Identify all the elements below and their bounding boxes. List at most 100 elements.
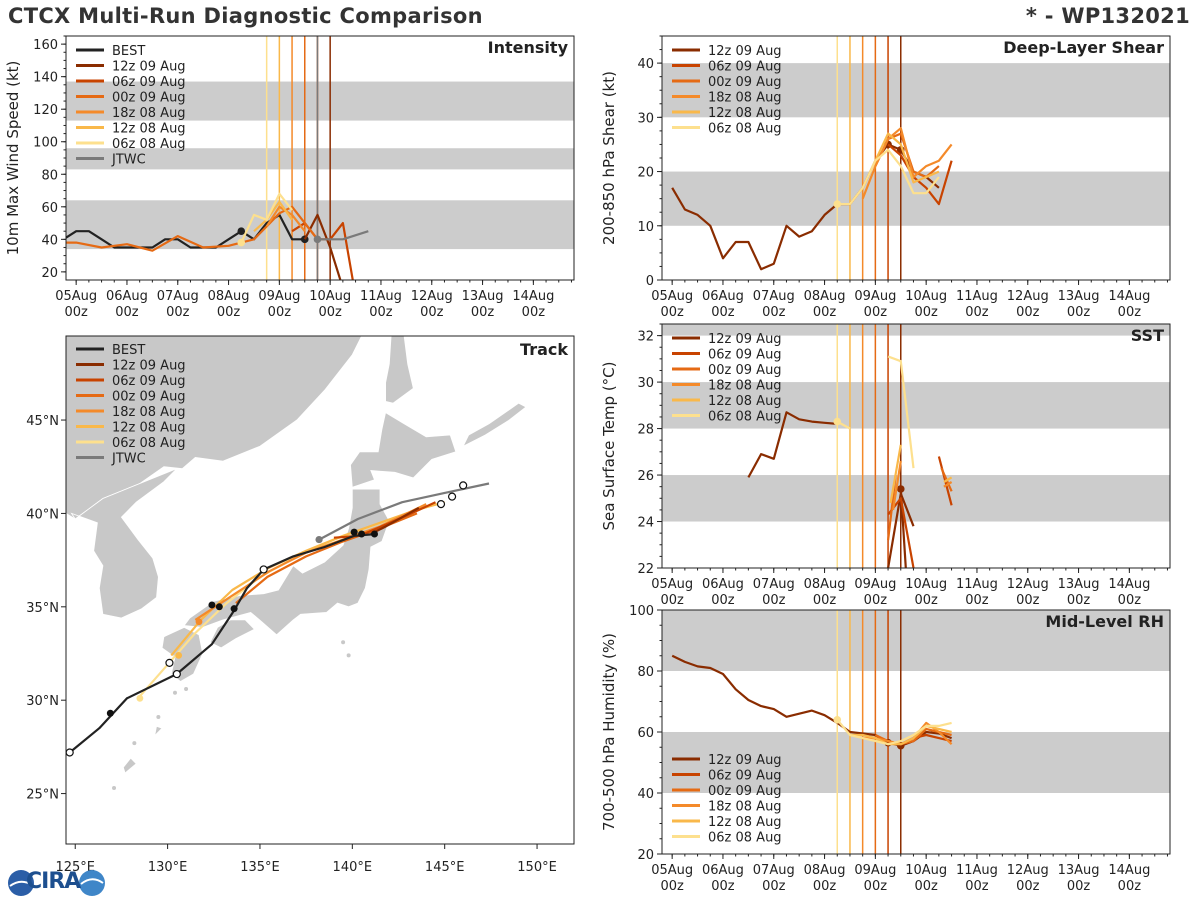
y-tick-label: 100: [33, 136, 58, 151]
series-group: [671, 654, 953, 750]
y-tick-label: 40: [41, 233, 58, 248]
panel-intensity: 2040608010012014016005Aug00z06Aug00z07Au…: [4, 35, 575, 320]
legend-label: BEST: [112, 343, 145, 358]
x-tick-label: 12Aug: [1007, 577, 1049, 592]
best-marker-filled: [215, 603, 223, 611]
y-tick-label: 100: [629, 604, 654, 619]
best-marker-open: [436, 499, 446, 509]
lat-tick-label: 25°N: [26, 788, 59, 803]
x-tick-label: 00z: [1118, 593, 1142, 608]
sakhalin: [385, 336, 414, 404]
shaded-band: [66, 148, 574, 170]
legend-label: 06z 09 Aug: [708, 60, 782, 75]
x-tick-label: 00z: [420, 305, 444, 320]
x-tick-label: 00z: [64, 305, 88, 320]
cira-logo: CIRA: [4, 866, 108, 898]
x-tick-label: 00z: [471, 305, 495, 320]
y-tick-label: 32: [637, 330, 654, 345]
y-tick-label: 40: [637, 787, 654, 802]
x-tick-label: 05Aug: [55, 289, 97, 304]
okinawa: [122, 757, 137, 774]
x-tick-label: 08Aug: [804, 289, 846, 304]
legend-label: 12z 08 Aug: [112, 122, 186, 137]
y-tick-label: 60: [637, 726, 654, 741]
series-line-12z-08-aug: [850, 724, 952, 746]
shaded-band: [662, 732, 1170, 793]
series-line-18z-08-aug: [861, 127, 953, 200]
best-marker-filled: [370, 530, 378, 538]
y-axis-label: 10m Max Wind Speed (kt): [4, 61, 22, 256]
x-tick-label: 07Aug: [753, 577, 795, 592]
small-island: [112, 785, 117, 790]
legend-label: 18z 08 Aug: [708, 91, 782, 106]
x-tick-label: 10Aug: [905, 289, 947, 304]
legend-label: 12z 09 Aug: [708, 44, 782, 59]
series-marker: [833, 716, 842, 724]
honshu: [183, 488, 390, 636]
series-marker: [237, 227, 246, 235]
y-tick-label: 26: [637, 469, 654, 484]
x-tick-label: 11Aug: [360, 289, 402, 304]
x-tick-label: 14Aug: [512, 289, 554, 304]
y-tick-label: 120: [33, 103, 58, 118]
best-marker-filled: [350, 528, 358, 536]
x-tick-label: 00z: [813, 593, 837, 608]
x-tick-label: 10Aug: [905, 577, 947, 592]
map-frame: [65, 335, 575, 845]
x-tick-label: 08Aug: [208, 289, 250, 304]
x-tick-label: 10Aug: [905, 863, 947, 878]
shaded-band: [662, 382, 1170, 429]
best-marker-open: [447, 492, 457, 501]
x-tick-label: 00z: [166, 305, 190, 320]
series-marker: [833, 200, 842, 208]
x-tick-label: 00z: [660, 593, 684, 608]
best-marker-filled: [230, 605, 238, 613]
legend-label: JTWC: [111, 153, 146, 168]
legend-label: 18z 08 Aug: [112, 106, 186, 121]
legend-label: 06z 08 Aug: [112, 137, 186, 152]
series-line-18z-08-aug-b: [943, 481, 953, 488]
x-tick-label: 10Aug: [309, 289, 351, 304]
x-tick-label: 09Aug: [258, 289, 300, 304]
legend-label: 12z 08 Aug: [708, 394, 782, 409]
x-tick-label: 00z: [711, 593, 735, 608]
small-island: [184, 686, 189, 691]
x-tick-label: 00z: [762, 879, 786, 894]
cira-logo-icon: [8, 870, 105, 896]
x-tick-label: 00z: [1016, 305, 1040, 320]
legend-label: 00z 09 Aug: [708, 784, 782, 799]
best-marker-open: [259, 565, 268, 574]
map-content: [66, 336, 527, 790]
shaded-band: [662, 475, 1170, 522]
series-line-jtwc: [317, 230, 369, 241]
x-tick-label: 13Aug: [1058, 863, 1100, 878]
series-line-00z-09-aug: [66, 205, 319, 252]
lon-tick-label: 130°E: [148, 860, 188, 875]
lat-tick-label: 30°N: [26, 694, 59, 709]
y-tick-label: 20: [637, 166, 654, 181]
panel-track: 125°E 130°E 135°E 140°E 145°E 150°E 25°N 30°N 35…: [26, 335, 575, 875]
y-tick-label: 20: [41, 266, 58, 281]
best-marker-open: [165, 658, 174, 667]
y-axis-label: 700-500 hPa Humidity (%): [600, 633, 618, 831]
main-title: CTCX Multi-Run Diagnostic Comparison: [8, 4, 483, 28]
storm-id: * - WP132021: [1025, 4, 1190, 28]
series-line-06z-08-aug: [837, 148, 940, 206]
x-tick-label: 05Aug: [651, 577, 693, 592]
series-line-12z-08-aug: [889, 444, 902, 504]
series-marker: [833, 417, 842, 426]
x-tick-label: 11Aug: [956, 577, 998, 592]
x-tick-label: 00z: [660, 879, 684, 894]
x-tick-label: 00z: [813, 879, 837, 894]
x-tick-label: 08Aug: [804, 863, 846, 878]
legend-label: 00z 09 Aug: [708, 363, 782, 378]
korea: [70, 468, 178, 619]
mainland: [66, 336, 363, 520]
y-tick-label: 80: [637, 665, 654, 680]
x-tick-label: 09Aug: [854, 577, 896, 592]
x-tick-label: 09Aug: [854, 289, 896, 304]
panel-rh: 2040608010005Aug00z06Aug00z07Aug00z08Aug…: [600, 604, 1171, 894]
shaded-band: [662, 610, 1170, 671]
forecast-marker: [195, 618, 203, 626]
